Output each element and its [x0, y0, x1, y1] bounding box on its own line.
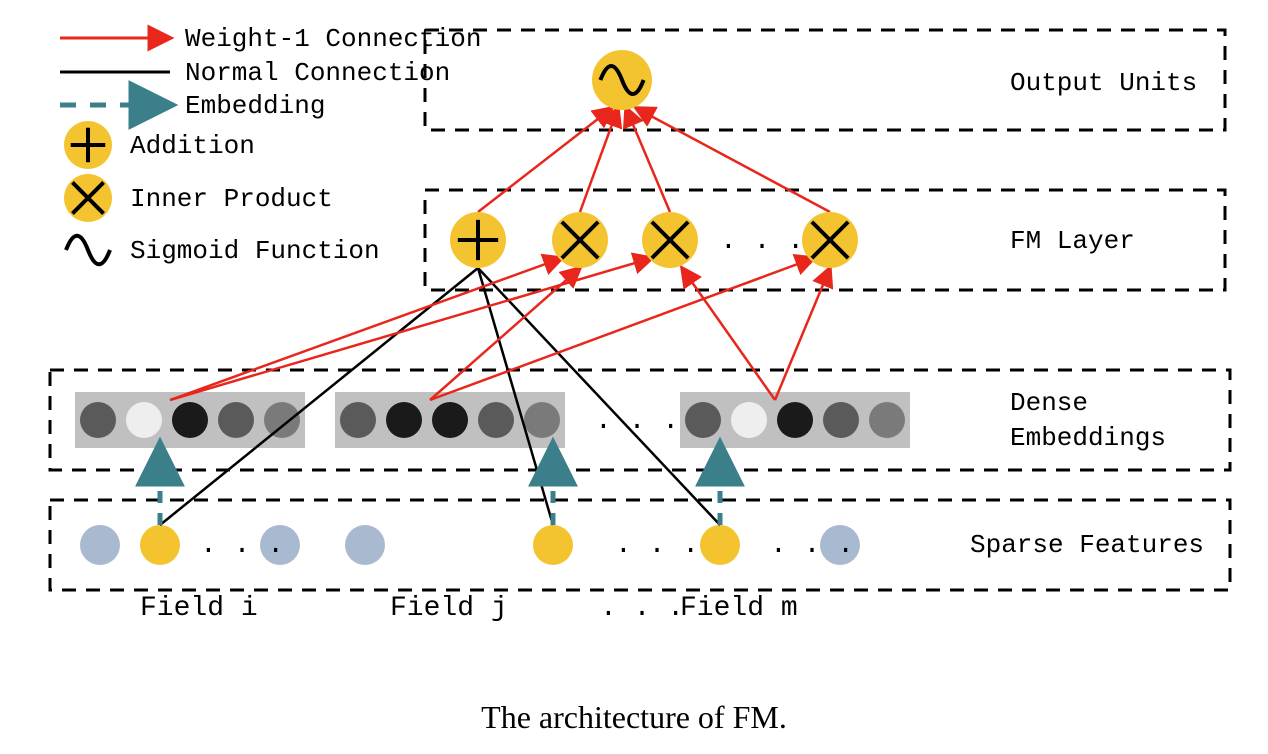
sparse-node — [80, 525, 120, 565]
weight1-connection — [170, 258, 652, 400]
emb-circle — [218, 402, 254, 438]
emb-circle — [685, 402, 721, 438]
label: Sparse Features — [970, 530, 1204, 560]
diagram-svg: Output Units FM Layer Dense Embeddings Spars… — [0, 0, 1268, 754]
label: Field m — [680, 593, 798, 624]
legend-sigmoid-icon — [66, 236, 110, 265]
label: Normal Connection — [185, 58, 450, 88]
weight1-connection — [580, 108, 618, 212]
emb-circle — [731, 402, 767, 438]
sparse-node — [533, 525, 573, 565]
emb-circle — [478, 402, 514, 438]
label: Embedding — [185, 91, 325, 121]
emb-circle — [524, 402, 560, 438]
weight1-connection — [478, 108, 612, 212]
emb-circle — [80, 402, 116, 438]
emb-circle — [869, 402, 905, 438]
sparse-node — [140, 525, 180, 565]
label: Weight-1 Connection — [185, 24, 481, 54]
sparse-node — [345, 525, 385, 565]
sparse-node — [700, 525, 740, 565]
label: Field j — [390, 593, 508, 624]
label: . . . — [595, 406, 679, 437]
emb-circle — [172, 402, 208, 438]
label: . . . — [770, 530, 854, 561]
label: Field i — [140, 593, 258, 624]
weight1-connection — [682, 268, 775, 400]
emb-circle — [823, 402, 859, 438]
label: . . . — [200, 530, 284, 561]
emb-circle — [777, 402, 813, 438]
emb-circle — [126, 402, 162, 438]
label: Addition — [130, 131, 255, 161]
label: FM Layer — [1010, 226, 1135, 256]
weight1-connection — [636, 108, 830, 212]
label: Sigmoid Function — [130, 236, 380, 266]
emb-circle — [432, 402, 468, 438]
weight1-connection — [170, 258, 562, 400]
weight1-connection — [775, 268, 830, 400]
label: Embeddings — [1010, 423, 1166, 453]
label: Dense — [1010, 388, 1088, 418]
emb-circle — [386, 402, 422, 438]
caption: The architecture of FM. — [0, 699, 1268, 736]
label: Output Units — [1010, 68, 1197, 98]
label: . . . — [720, 226, 804, 257]
emb-circle — [340, 402, 376, 438]
label: . . . — [600, 593, 684, 624]
emb-circle — [264, 402, 300, 438]
label: . . . — [615, 530, 699, 561]
label: Inner Product — [130, 184, 333, 214]
